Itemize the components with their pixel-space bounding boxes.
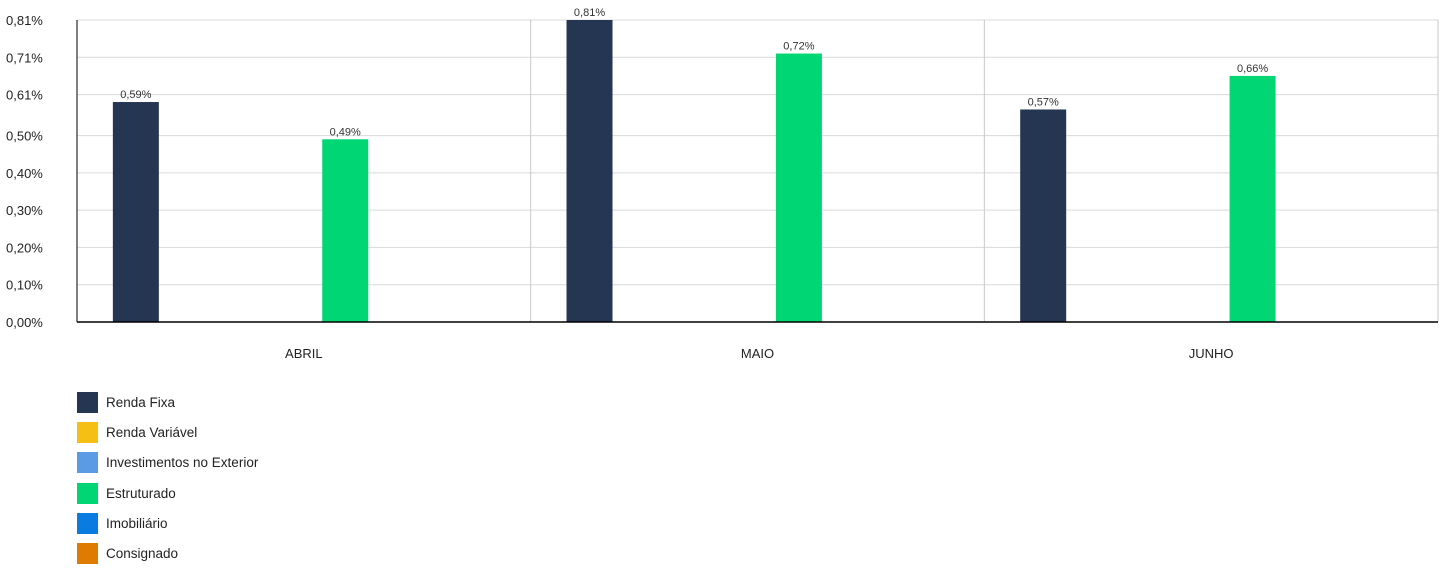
- legend: Renda Fixa Renda Variável Investimentos no…: [77, 390, 258, 572]
- legend-item: Renda Fixa: [77, 390, 258, 414]
- legend-swatch: [77, 452, 98, 474]
- legend-item: Investimentos no Exterior: [77, 451, 258, 475]
- legend-label: Consignado: [106, 546, 179, 562]
- data-label: 0,57%: [1028, 96, 1059, 108]
- legend-item: Imobiliário: [77, 512, 258, 536]
- bar-estruturado-maio: [775, 53, 822, 323]
- legend-item: Consignado: [77, 542, 258, 566]
- y-tick-label: 0,81%: [6, 13, 43, 28]
- data-label: 0,59%: [120, 89, 151, 101]
- x-category-label: MAIO: [741, 346, 774, 361]
- x-category-label: ABRIL: [285, 346, 323, 361]
- y-tick-label: 0,20%: [6, 240, 43, 255]
- bar-estruturado-abril: [322, 139, 369, 322]
- x-category-label: JUNHO: [1189, 346, 1234, 361]
- legend-item: Renda Variável: [77, 420, 258, 444]
- legend-swatch: [77, 543, 98, 565]
- data-label: 0,66%: [1237, 63, 1268, 75]
- legend-swatch: [77, 513, 98, 535]
- bar-renda-fixa-maio: [566, 20, 613, 322]
- y-tick-label: 0,30%: [6, 203, 43, 218]
- data-label: 0,81%: [574, 7, 605, 19]
- y-tick-label: 0,40%: [6, 166, 43, 181]
- bar-estruturado-junho: [1229, 75, 1276, 322]
- y-tick-label: 0,00%: [6, 315, 43, 330]
- legend-label: Renda Variável: [106, 424, 198, 440]
- y-tick-label: 0,10%: [6, 278, 43, 293]
- legend-swatch: [77, 391, 98, 413]
- legend-item: Estruturado: [77, 481, 258, 505]
- bar-renda-fixa-junho: [1020, 109, 1067, 323]
- legend-swatch: [77, 421, 98, 443]
- legend-label: Estruturado: [106, 485, 176, 501]
- data-label: 0,72%: [783, 41, 814, 53]
- legend-label: Investimentos no Exterior: [106, 455, 259, 471]
- legend-swatch: [77, 482, 98, 504]
- data-label: 0,49%: [330, 126, 361, 138]
- y-tick-label: 0,50%: [6, 129, 43, 144]
- y-tick-label: 0,61%: [6, 88, 43, 103]
- y-tick-label: 0,71%: [6, 50, 43, 65]
- legend-label: Renda Fixa: [106, 394, 176, 410]
- bar-renda-fixa-abril: [112, 102, 159, 322]
- legend-label: Imobiliário: [106, 516, 168, 532]
- bar-chart: 0,00% 0,10% 0,20% 0,30% 0,40% 0,50% 0,61% 0,71%…: [6, 7, 1439, 361]
